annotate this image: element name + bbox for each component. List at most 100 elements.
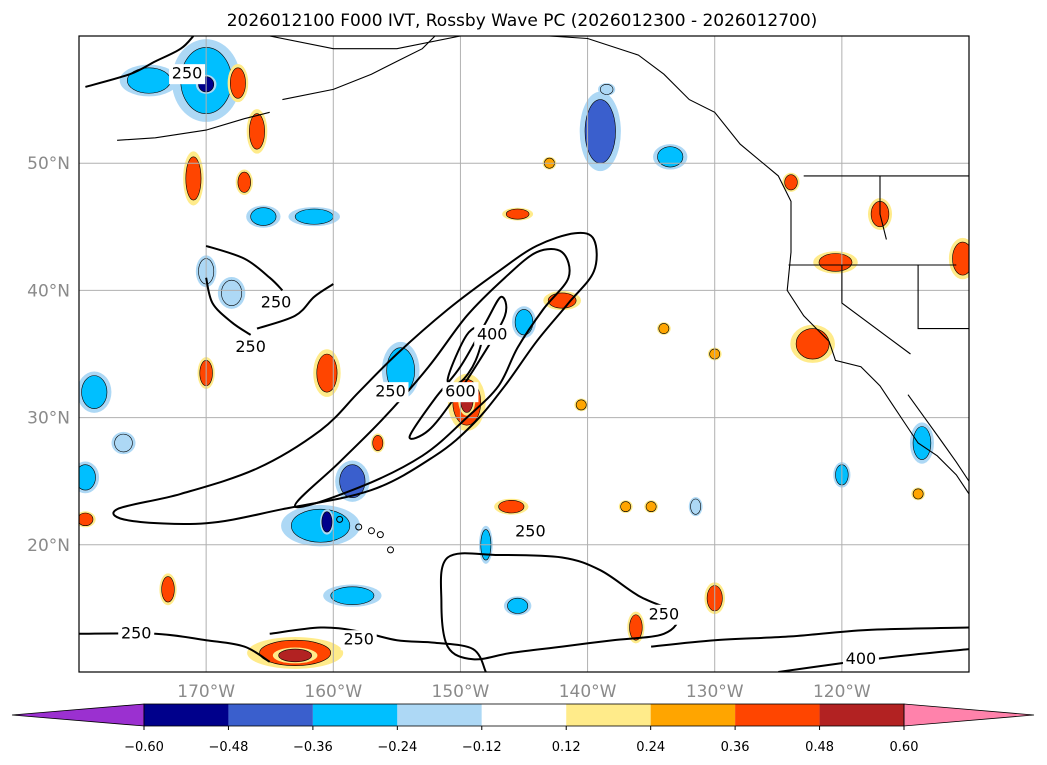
colorbar-tick-label: −0.12 [462,740,502,755]
pc-shading-cell [645,501,657,513]
pc-shading-cell [250,207,277,226]
ocean-background [79,36,969,672]
pc-shading-cell [81,375,108,409]
colorbar-extend-low [11,703,145,727]
plot-frame [78,35,970,673]
x-axis-ticks: 170°W 160°W 150°W 140°W 130°W 120°W [177,682,871,702]
colorbar-tick-label: 0.36 [721,740,750,755]
colorbar-extend-high [903,703,1035,727]
pc-shading-cell [657,146,684,168]
pc-shading-cell [185,156,202,201]
y-tick-label: 50°N [27,154,70,174]
pc-shading-cell [514,309,534,336]
alaska-peninsula [282,36,436,101]
contour-label-bg [118,623,155,644]
contour-label: 250 [121,623,152,642]
pc-shading-cell [79,512,94,527]
colorbar-tick-label: 0.48 [805,740,834,755]
x-tick-label: 120°W [813,682,871,702]
x-tick-label: 140°W [559,682,617,702]
pc-shading-cell [505,208,530,220]
pc-shading-cell [294,208,334,225]
pc-shading-cell [507,597,529,614]
contour-label-bg [474,324,511,345]
contour-label-bg [842,649,879,670]
contour-label-bg [258,293,295,314]
contour-label: 250 [515,522,546,541]
gridlines [79,36,969,672]
pc-shading-cell [952,241,969,276]
colorbar-frame [143,703,905,727]
pc-shading-cell [599,84,614,95]
contour-label-bg [169,64,206,85]
colorbar-segment [481,704,567,726]
ivt-contour-250 [269,626,487,672]
hawaii-island [355,523,363,531]
pc-shading-cell [230,67,246,99]
y-tick-label: 40°N [27,281,70,301]
ivt-contour-250 [85,36,195,88]
aleutian-islands [117,111,270,141]
contour-label: 600 [445,382,476,401]
colorbar: −0.60 −0.48 −0.36 −0.24 −0.12 0.12 0.24 0.36 0.4… [11,703,1035,755]
colorbar-segment [650,704,736,726]
hawaii-island [387,546,394,554]
pc-shading-cell [114,433,133,453]
colorbar-segment [566,704,651,726]
pc-shading-cell [79,464,96,491]
colorbar-segment [397,704,482,726]
contour-label-bg [645,604,682,625]
y-tick-label: 20°N [27,536,70,556]
north-america-coast [269,36,969,495]
state-borders-4 [917,265,969,330]
contour-label: 250 [235,337,266,356]
x-tick-label: 170°W [177,682,235,702]
contour-label: 250 [261,293,292,312]
contour-label: 250 [649,604,680,623]
colorbar-tick-label: 0.12 [552,740,581,755]
ivt-contour-250 [650,626,969,648]
pc-shading-cell [221,279,243,306]
ivt-contour-layer: 250 250 250 250 600 400 250 250 250 250 400 [79,36,969,672]
pc-shading-cell [658,323,670,334]
colorbar-segment [735,704,820,726]
hawaii-island [367,527,375,535]
colorbar-tick-label: −0.48 [209,740,249,755]
contour-label: 400 [846,649,877,668]
pc-shading-cell [584,99,616,164]
baja-gulf-coast [907,394,969,482]
colorbar-segment [228,704,313,726]
contour-label-bg [512,522,549,543]
ivt-contour-250 [256,283,334,330]
pc-shading-cell [629,614,643,641]
pc-shading-cell [620,501,632,513]
pc-shading-cell [237,171,251,193]
contour-label-bg [232,337,269,358]
colorbar-tick-label: −0.24 [377,740,417,755]
x-tick-label: 150°W [432,682,490,702]
pc-shading-layer [79,39,969,669]
pc-shading-cell [498,499,525,514]
pc-shading-cell [339,464,366,499]
pc-shading-cell [161,576,175,603]
pc-shading-cell [912,426,932,460]
colorbar-tick-label: −0.36 [293,740,333,755]
colorbar-segment [144,704,229,726]
plot-area: 250 250 250 250 600 400 250 250 250 250 400 [79,36,969,672]
colorbar-segment [312,704,398,726]
pc-shading-cell [784,174,798,191]
chart-title: 2026012100 F000 IVT, Rossby Wave PC (202… [227,11,818,31]
coastlines-layer [117,36,969,554]
state-borders-3 [841,265,911,355]
colorbar-tick-label: 0.60 [890,740,919,755]
hawaii-island [376,531,384,539]
y-tick-label: 30°N [27,409,70,429]
ivt-contour-250 [439,552,679,661]
pc-shading-cell [795,328,830,360]
contour-label-bg [442,382,479,403]
ivt-contour-250 [205,277,252,336]
x-tick-label: 130°W [686,682,744,702]
pc-shading-cell [575,399,587,411]
pc-shading-cell [330,586,375,605]
